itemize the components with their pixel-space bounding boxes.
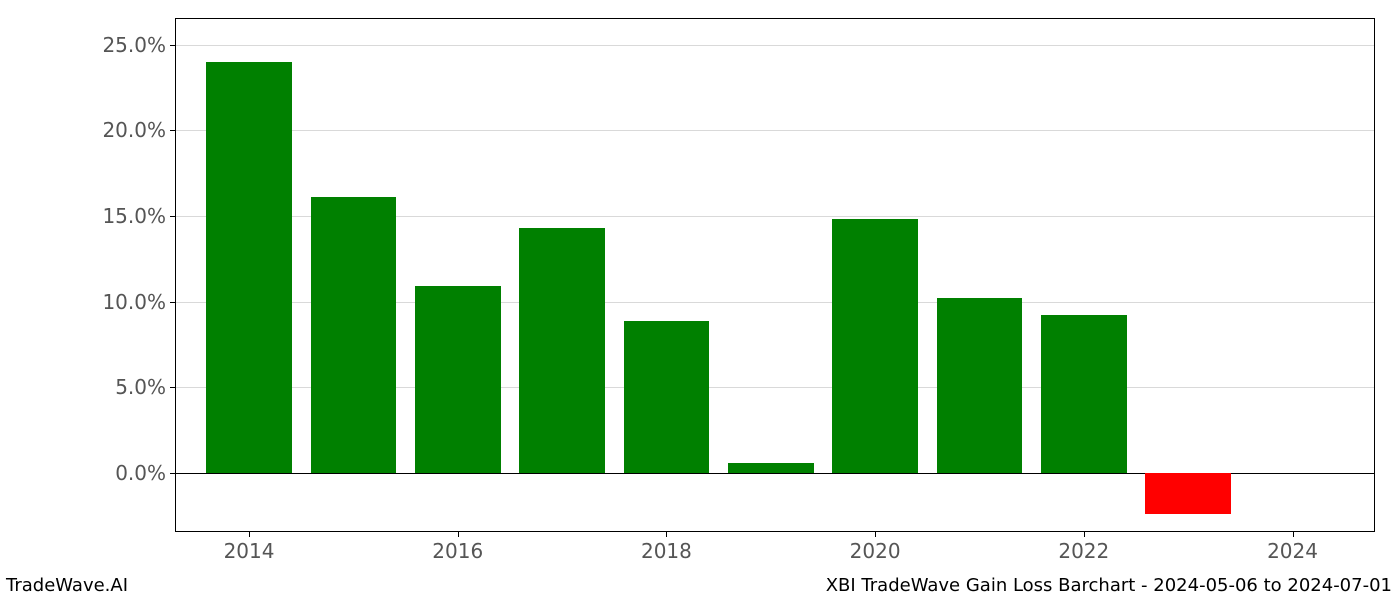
bar [937, 298, 1023, 473]
x-tick-label: 2020 [850, 539, 901, 563]
bar [728, 463, 814, 473]
y-tick-label: 0.0% [115, 461, 176, 485]
x-tick-mark [458, 531, 459, 537]
bar [415, 286, 501, 473]
y-tick-mark [170, 130, 176, 131]
y-tick-mark [170, 216, 176, 217]
x-tick-label: 2024 [1267, 539, 1318, 563]
x-tick-mark [249, 531, 250, 537]
y-tick-label: 5.0% [115, 375, 176, 399]
x-tick-mark [1084, 531, 1085, 537]
y-tick-label: 15.0% [102, 204, 176, 228]
x-tick-label: 2018 [641, 539, 692, 563]
x-tick-mark [666, 531, 667, 537]
y-tick-label: 10.0% [102, 290, 176, 314]
bar [1145, 473, 1231, 514]
y-tick-label: 20.0% [102, 118, 176, 142]
chart-container: 0.0% 5.0% 10.0% 15.0% 20.0% 25.0% 2014 2016 2018… [0, 0, 1400, 600]
y-gridline [176, 45, 1374, 46]
y-tick-mark [170, 45, 176, 46]
footer-right-text: XBI TradeWave Gain Loss Barchart - 2024-… [826, 575, 1392, 596]
bar [311, 197, 397, 473]
bar [1041, 315, 1127, 473]
bar [832, 219, 918, 473]
y-gridline [176, 130, 1374, 131]
x-tick-mark [875, 531, 876, 537]
x-tick-label: 2022 [1058, 539, 1109, 563]
y-tick-mark [170, 387, 176, 388]
bar [519, 228, 605, 473]
bar [206, 62, 292, 473]
bar [624, 321, 710, 473]
x-tick-mark [1293, 531, 1294, 537]
x-tick-label: 2016 [432, 539, 483, 563]
plot-area: 0.0%5.0%10.0%15.0%20.0%25.0%201420162018… [175, 18, 1375, 532]
y-tick-label: 25.0% [102, 33, 176, 57]
x-tick-label: 2014 [224, 539, 275, 563]
y-tick-mark [170, 302, 176, 303]
footer-left-text: TradeWave.AI [6, 575, 128, 596]
